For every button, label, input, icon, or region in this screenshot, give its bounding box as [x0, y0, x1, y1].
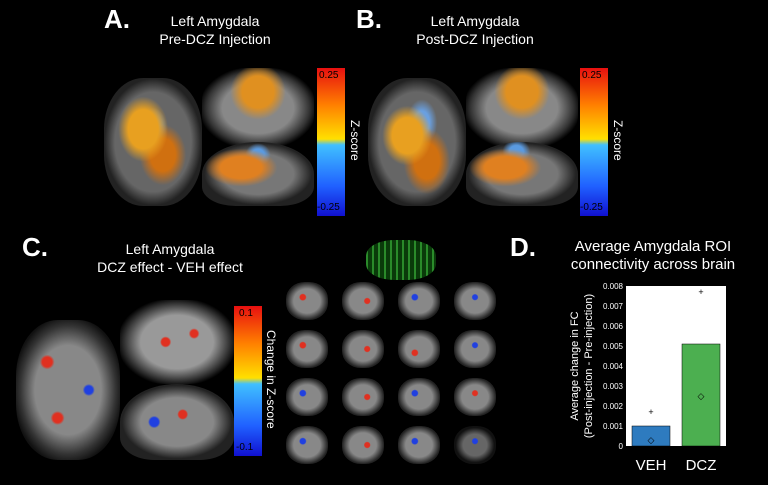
panel-b-title-line2: Post-DCZ Injection	[416, 31, 534, 47]
diamond-marker: ◇	[698, 391, 705, 401]
panel-b-title: Left Amygdala Post-DCZ Injection	[400, 12, 550, 48]
coronal-tile	[286, 426, 328, 464]
panel-c-coronal-brain	[120, 300, 234, 384]
panel-a-title-line1: Left Amygdala	[170, 13, 260, 29]
x-tick-label-dcz: DCZ	[686, 457, 717, 474]
diamond-marker: ◇	[648, 435, 655, 445]
panel-b-cbar-label: Z-score	[611, 120, 625, 161]
x-tick-label-veh: VEH	[636, 457, 667, 474]
panel-a-sagittal-brain	[202, 142, 314, 206]
coronal-tile	[398, 330, 440, 368]
y-axis-label-line2: (Post-injection - Pre-injection)	[583, 294, 595, 438]
y-tick-label: 0	[619, 442, 624, 451]
coronal-tile	[398, 378, 440, 416]
panel-c-axial-brain	[16, 320, 120, 460]
panel-d-title-line2: connectivity across brain	[570, 256, 736, 273]
amygdala-bar-chart: 0 0.001 0.002 0.003 0.004 0.005 0.006 0.007 0.00…	[569, 282, 726, 474]
panel-b-coronal-brain	[466, 68, 578, 148]
panel-c-cbar-min: -0.1	[236, 442, 254, 453]
panel-a-title-line2: Pre-DCZ Injection	[159, 31, 271, 47]
slice-reference-sagittal	[366, 240, 436, 280]
coronal-tile	[342, 282, 384, 320]
coronal-tile	[342, 378, 384, 416]
y-tick-label: 0.007	[603, 302, 624, 311]
panel-a-cbar-max: 0.25	[319, 70, 339, 81]
bar-dcz	[681, 343, 721, 447]
coronal-tile	[454, 330, 496, 368]
panel-c-title-line2: DCZ effect - VEH effect	[97, 259, 243, 275]
y-tick-label: 0.001	[603, 422, 624, 431]
coronal-tile	[398, 426, 440, 464]
panel-a-cbar-min: -0.25	[317, 202, 340, 213]
y-tick-label: 0.004	[603, 362, 624, 371]
panel-c-cbar-max: 0.1	[239, 308, 253, 319]
panel-c-sagittal-brain	[120, 384, 234, 460]
panel-c-cbar-label: Change in Z-score	[264, 330, 278, 429]
coronal-tile	[454, 378, 496, 416]
y-tick-label: 0.006	[603, 322, 624, 331]
panel-b-colorbar	[580, 68, 608, 216]
panel-a-title: Left Amygdala Pre-DCZ Injection	[140, 12, 290, 48]
coronal-tile	[398, 282, 440, 320]
panel-d-title: Average Amygdala ROI connectivity across…	[548, 238, 758, 274]
panel-c-title-line1: Left Amygdala	[125, 241, 215, 257]
coronal-tile	[454, 426, 496, 464]
panel-b-sagittal-brain	[466, 142, 578, 206]
coronal-tile	[286, 378, 328, 416]
coronal-tile	[342, 330, 384, 368]
y-tick-label: 0.002	[603, 402, 624, 411]
panel-b-cbar-max: 0.25	[582, 70, 602, 81]
panel-a-letter: A.	[104, 4, 130, 34]
panel-b-title-line1: Left Amygdala	[430, 13, 520, 29]
max-marker: +	[648, 407, 653, 417]
panel-b-letter: B.	[356, 4, 382, 34]
coronal-tile	[286, 282, 328, 320]
coronal-slice-grid	[286, 282, 508, 476]
panel-c-letter: C.	[22, 232, 48, 262]
coronal-tile	[286, 330, 328, 368]
panel-c-colorbar	[234, 306, 262, 456]
coronal-tile	[342, 426, 384, 464]
panel-d-letter: D.	[510, 232, 536, 262]
max-marker: +	[698, 287, 703, 297]
panel-d-title-line1: Average Amygdala ROI	[574, 238, 732, 255]
y-tick-label: 0.003	[603, 382, 624, 391]
panel-a-cbar-label: Z-score	[348, 120, 362, 161]
panel-a-colorbar	[317, 68, 345, 216]
y-axis-label-line1: Average change in FC	[569, 311, 581, 420]
coronal-tile	[454, 282, 496, 320]
panel-b-cbar-min: -0.25	[580, 202, 603, 213]
bar-veh	[631, 425, 671, 447]
panel-b-axial-brain	[368, 78, 466, 206]
y-tick-label: 0.005	[603, 342, 624, 351]
y-tick-label: 0.008	[603, 282, 624, 291]
panel-c-title: Left Amygdala DCZ effect - VEH effect	[70, 240, 270, 276]
panel-a-coronal-brain	[202, 68, 314, 148]
panel-a-axial-brain	[104, 78, 202, 206]
